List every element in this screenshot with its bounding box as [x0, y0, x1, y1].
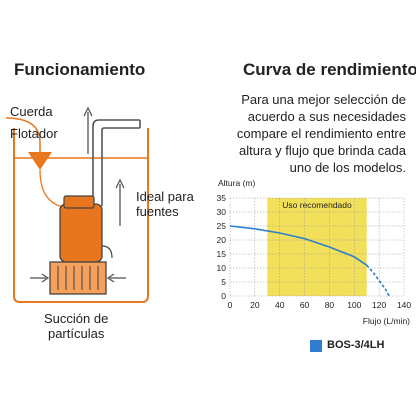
legend-label: BOS-3/4LH [327, 339, 385, 351]
label-ideal-line2: fuentes [136, 203, 179, 219]
y-tick-label: 25 [217, 221, 227, 231]
performance-chart: Uso recomendado 0 5 10 15 20 25 30 35 0 20 40 60 80 10… [217, 178, 412, 326]
y-tick-label: 15 [217, 249, 227, 259]
label-ideal-fuentes: Ideal para fuentes [136, 189, 194, 220]
x-tick-label: 20 [250, 300, 260, 310]
description-line: uno de los modelos. [289, 159, 406, 175]
y-tick-label: 30 [217, 207, 227, 217]
recommended-band [267, 198, 367, 296]
section-heading-funcionamiento: Funcionamiento [14, 60, 146, 79]
left-arrow-icon [106, 273, 115, 283]
description-line: Para una mejor selección de [241, 92, 406, 107]
series-line [229, 225, 368, 266]
up-arrow-icon [83, 106, 93, 117]
y-tick-label: 20 [217, 235, 227, 245]
y-tick-label: 5 [221, 277, 226, 287]
x-axis-title: Flujo (L/min) [363, 316, 410, 326]
x-tick-label: 120 [372, 300, 386, 310]
label-cuerda: Cuerda [10, 104, 53, 119]
discharge-pipe [92, 119, 140, 206]
x-tick-label: 40 [275, 300, 285, 310]
description-line: acuerdo a sus necesidades [247, 108, 406, 124]
label-succion: Succión de partículas [44, 311, 109, 342]
pump-diagram [5, 106, 149, 303]
label-flotador: Flotador [10, 126, 58, 141]
x-tick-label: 140 [397, 300, 411, 310]
y-axis-title: Altura (m) [218, 178, 255, 188]
cord-line [5, 117, 41, 156]
label-ideal-line1: Ideal para [136, 189, 194, 204]
y-tick-label: 35 [217, 193, 227, 203]
x-tick-label: 0 [228, 300, 233, 310]
section-heading-curva: Curva de rendimiento [243, 60, 416, 79]
x-tick-label: 60 [300, 300, 310, 310]
pump-motor [59, 203, 103, 263]
up-arrow-icon-2 [115, 178, 125, 189]
discharge-pipe-inner [101, 127, 140, 206]
description-line: compare el rendimiento entre [236, 125, 406, 141]
right-arrow-icon [41, 273, 50, 283]
label-succion-line1: Succión de [44, 311, 109, 326]
suction-cage [49, 261, 107, 295]
description-line: altura y flujo que brinda cada [239, 142, 406, 158]
float [28, 152, 52, 170]
label-succion-line2: partículas [47, 325, 105, 341]
tank-outline [13, 128, 149, 303]
x-tick-label: 100 [347, 300, 361, 310]
y-tick-label: 0 [221, 291, 226, 301]
recommended-band-label: Uso recomendado [282, 200, 352, 210]
series-line-dashed [366, 264, 390, 297]
legend-swatch [310, 340, 322, 352]
x-tick-label: 80 [325, 300, 335, 310]
y-tick-label: 10 [217, 263, 227, 273]
description: Para una mejor selección de acuerdo a su… [237, 92, 406, 176]
